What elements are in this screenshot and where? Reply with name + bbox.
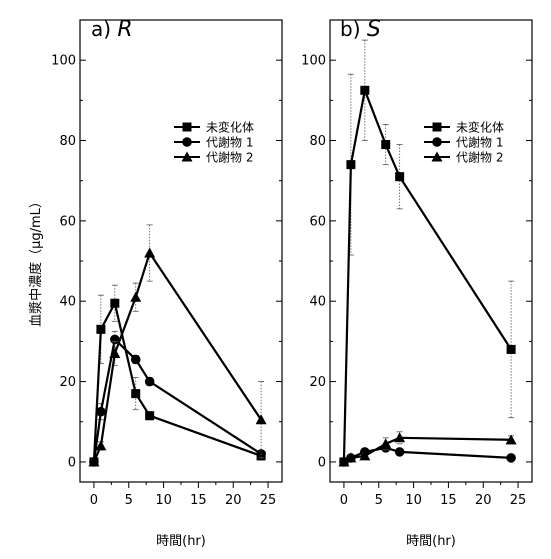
y-tick-label: 20	[309, 375, 326, 390]
panel-title-prefix: a)	[91, 17, 117, 41]
legend-marker	[432, 137, 442, 147]
legend-entry: 代謝物 2	[206, 150, 253, 165]
x-tick-label: 0	[340, 493, 348, 508]
y-tick-label: 60	[59, 214, 76, 229]
y-tick-label: 40	[59, 295, 76, 310]
panel-title: b) S	[340, 17, 381, 42]
chart-panel-a: 0 20 40 60 80 100 0 5 10 15 20 25 a) R 時間(hr) 血漿中濃度（μg…	[28, 17, 282, 549]
y-tick-label: 100	[301, 54, 326, 69]
data-point	[346, 160, 355, 169]
panel-title: a) R	[91, 17, 133, 42]
legend-entry: 未変化体	[206, 120, 254, 135]
data-point	[506, 453, 516, 463]
panel-title-variable: R	[117, 17, 132, 42]
y-tick-label: 60	[309, 214, 326, 229]
x-axis-label: 時間(hr)	[156, 534, 206, 549]
y-tick-label: 80	[309, 134, 326, 149]
legend: 未変化体代謝物 1代謝物 2	[424, 120, 504, 165]
data-point	[507, 345, 516, 354]
series-1	[339, 40, 515, 466]
legend-marker	[433, 123, 442, 132]
data-point	[381, 140, 390, 149]
y-tick-label: 20	[59, 375, 76, 390]
x-tick-label: 0	[90, 493, 98, 508]
y-tick-label: 0	[68, 455, 76, 470]
data-point	[96, 407, 106, 417]
x-tick-label: 5	[375, 493, 383, 508]
data-point	[109, 348, 120, 358]
panel-title-prefix: b)	[340, 17, 367, 41]
series-3	[88, 225, 266, 467]
x-tick-label: 25	[260, 493, 277, 508]
legend-marker	[182, 137, 192, 147]
x-tick-label: 25	[510, 493, 527, 508]
x-tick-label: 5	[125, 493, 133, 508]
data-point	[130, 292, 141, 302]
y-tick-label: 100	[51, 54, 76, 69]
data-point	[131, 355, 141, 365]
x-axis-label: 時間(hr)	[406, 534, 456, 549]
x-tick-label: 20	[225, 493, 242, 508]
x-tick-label: 15	[190, 493, 207, 508]
x-tick-label: 10	[405, 493, 422, 508]
data-point	[96, 325, 105, 334]
legend-entry: 代謝物 1	[206, 135, 253, 150]
data-point	[395, 447, 405, 457]
data-point	[145, 377, 155, 387]
legend-marker	[183, 123, 192, 132]
y-axis-label: 血漿中濃度（μg/mL）	[28, 195, 44, 327]
x-tick-label: 20	[475, 493, 492, 508]
data-point	[131, 389, 140, 398]
data-point	[395, 172, 404, 181]
y-tick-label: 0	[318, 455, 326, 470]
x-tick-label: 15	[440, 493, 457, 508]
chart-panel-b: 0204060801000510152025b) S時間(hr)未変化体代謝物 …	[301, 17, 532, 549]
x-tick-label: 10	[155, 493, 172, 508]
data-point	[110, 299, 119, 308]
plot-frame	[80, 20, 282, 482]
data-point	[360, 86, 369, 95]
data-point	[144, 248, 155, 258]
legend: 未変化体代謝物 1代謝物 2	[174, 120, 254, 165]
legend-entry: 未変化体	[456, 120, 504, 135]
panel-title-variable: S	[367, 17, 381, 42]
y-tick-label: 80	[59, 134, 76, 149]
legend-entry: 代謝物 1	[456, 135, 503, 150]
data-point	[145, 411, 154, 420]
y-tick-label: 40	[309, 295, 326, 310]
legend-entry: 代謝物 2	[456, 150, 503, 165]
plot-frame	[330, 20, 532, 482]
